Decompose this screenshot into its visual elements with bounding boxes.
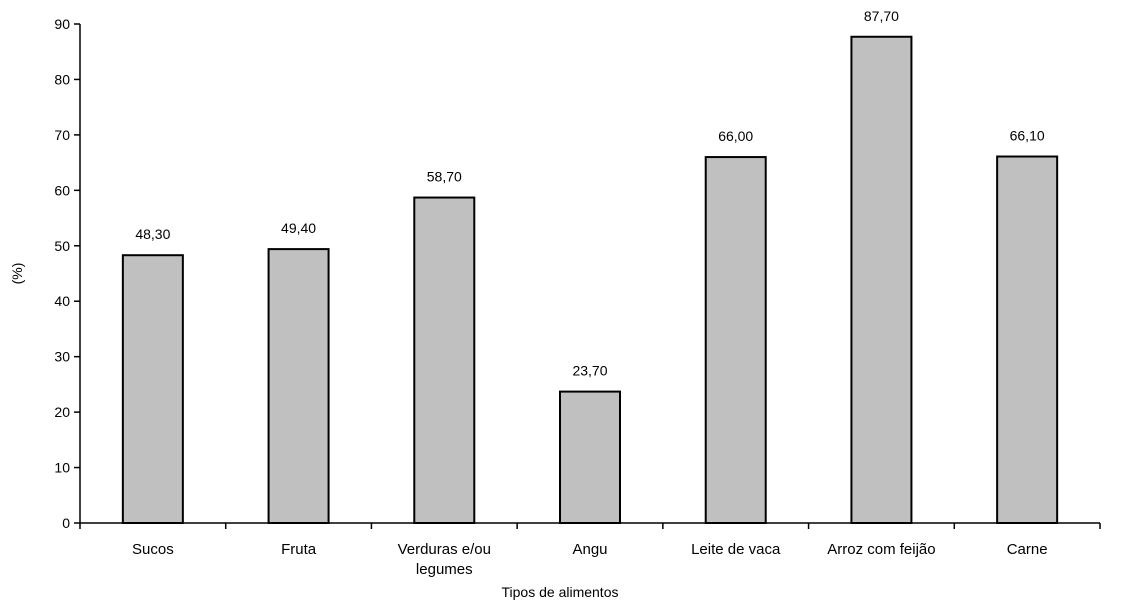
bar [704,156,767,524]
y-tick-label: 10 [54,460,70,476]
category-label: Leite de vaca [691,541,781,558]
bar-value-label: 66,10 [1010,128,1045,144]
category-label: legumes [416,561,473,578]
bar-value-label: 23,70 [572,363,607,379]
category-label: Angu [572,541,607,558]
category-label: Sucos [132,541,174,558]
bar [996,155,1059,524]
y-tick-label: 80 [54,71,70,87]
bar [850,35,913,524]
x-axis-ticks [79,523,1101,529]
category-label: Fruta [281,541,317,558]
bar [267,248,330,525]
y-tick-label: 90 [54,16,70,32]
x-axis-title: Tipos de alimentos [502,584,619,600]
y-tick-label: 70 [54,127,70,143]
category-label: Arroz com feijão [827,541,935,558]
bar [559,390,621,525]
bar-value-label: 48,30 [135,226,170,242]
bar [121,254,184,524]
bar-value-label: 66,00 [718,128,753,144]
bar-value-label: 58,70 [427,169,462,185]
y-axis-ticks: 0 10 20 30 40 50 60 70 80 90 [54,16,80,531]
y-tick-label: 50 [54,238,70,254]
category-labels: Sucos Fruta Verduras e/ou legumes Angu Leite … [132,541,1048,578]
bar [413,196,476,524]
y-tick-label: 20 [54,404,70,420]
category-label: Verduras e/ou [398,541,491,558]
y-tick-label: 60 [54,182,70,198]
bars [121,35,1059,525]
data-labels: 48,30 49,40 58,70 23,70 66,00 87,70 66,10 [135,8,1045,379]
y-axis-title: (%) [9,263,25,285]
y-tick-label: 40 [54,293,70,309]
bar-value-label: 87,70 [864,8,899,24]
y-tick-label: 0 [62,515,70,531]
y-tick-label: 30 [54,349,70,365]
bar-value-label: 49,40 [281,220,316,236]
category-label: Carne [1007,541,1048,558]
